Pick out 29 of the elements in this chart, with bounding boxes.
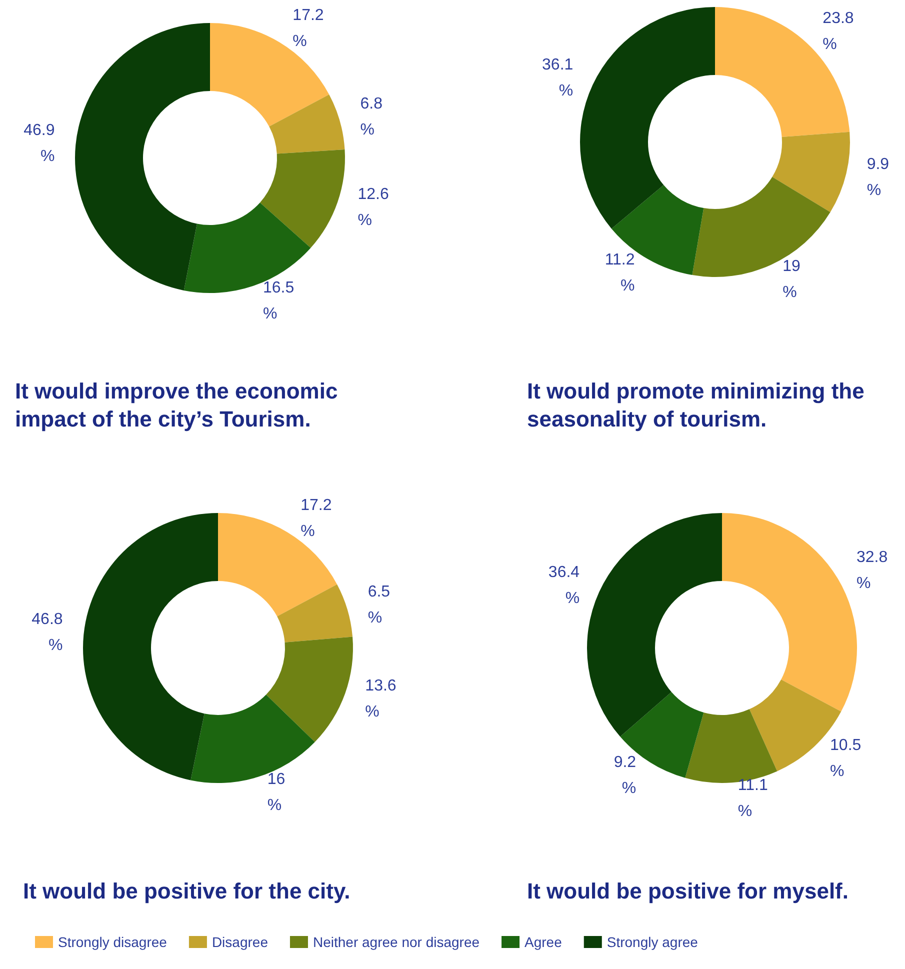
data-label: 11.2 % — [604, 251, 635, 294]
data-label: 32.8 % — [856, 548, 888, 592]
text: It would promote minimizing the seasonality of tourism. — [527, 378, 870, 432]
data-label: 13.6 % — [365, 677, 396, 720]
data-label: 16.5 % — [263, 280, 294, 323]
text: It would be positive for myself. — [527, 878, 848, 904]
data-label: 19 % — [782, 258, 800, 301]
data-label: 6.5 % — [368, 584, 390, 627]
legend-label: Disagree — [212, 934, 268, 950]
data-label: 36.4 % — [548, 564, 580, 607]
data-label: 12.6 % — [358, 186, 389, 229]
data-label: 6.8 % — [360, 95, 383, 138]
data-label: 9.9 % — [866, 156, 890, 199]
data-label: 23.8 % — [822, 10, 854, 53]
legend-label: Strongly agree — [606, 934, 698, 950]
legend-label: Agree — [524, 934, 562, 950]
data-label: 9.2 % — [614, 754, 636, 797]
data-label: 10.5 % — [830, 736, 862, 780]
data-label: 11.1 % — [738, 777, 768, 820]
data-label: 16 % — [267, 770, 286, 814]
text: It would be positive for the city. — [23, 878, 350, 904]
legend-label: Neither agree nor disagree — [312, 934, 480, 950]
data-label: 36.1 % — [542, 56, 574, 100]
text: It would improve the economic impact of the city’s Tourism. — [15, 378, 344, 432]
data-label: 17.2 % — [300, 496, 332, 540]
data-label: 17.2 % — [292, 7, 324, 50]
legend-label: Strongly disagree — [58, 934, 168, 950]
data-label: 46.9 % — [24, 122, 55, 165]
data-label: 46.8 % — [32, 611, 63, 654]
